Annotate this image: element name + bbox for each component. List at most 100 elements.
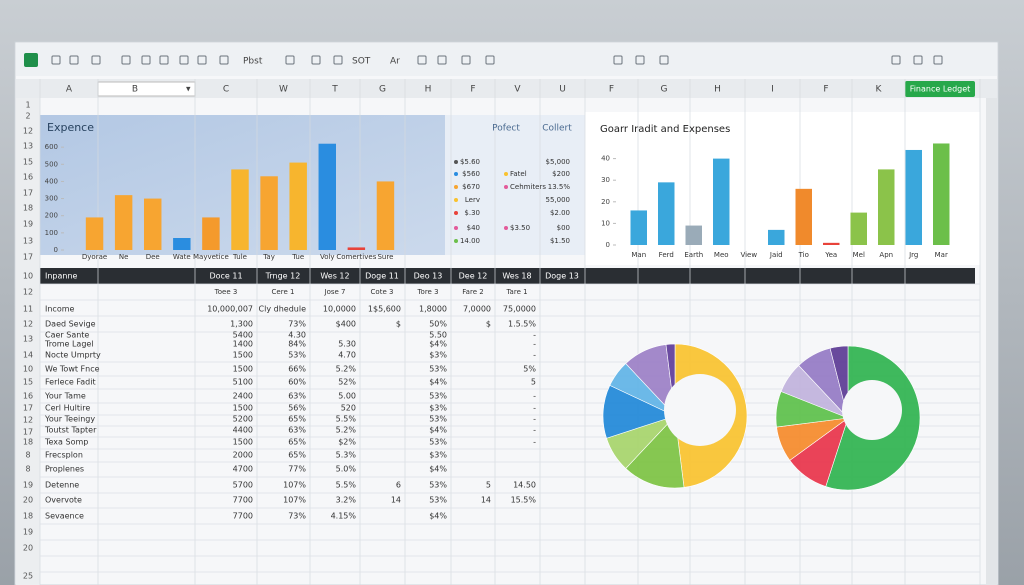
row-number: 17 [23, 428, 33, 437]
bar [630, 210, 647, 245]
name-box[interactable] [97, 81, 196, 97]
table-cell: - [533, 438, 536, 447]
row-label: Overvote [45, 496, 82, 505]
table-cell: 3.2% [336, 496, 357, 505]
row-number: 19 [23, 220, 33, 229]
toolbar-icon[interactable] [933, 55, 943, 65]
chart-title: Goarr Iradit and Expenses [600, 124, 730, 135]
x-tick-label: Earth [684, 251, 703, 259]
legend-dot [504, 226, 508, 230]
row-label: Toutst Tapter [44, 426, 97, 435]
row-number: 13 [23, 237, 33, 246]
toolbar-icon[interactable] [913, 55, 923, 65]
table-header-cell: Inpanne [45, 272, 78, 281]
y-tick-label: 100 [45, 229, 58, 237]
toolbar-icon[interactable] [635, 55, 645, 65]
toolbar-icon[interactable] [333, 55, 343, 65]
row-label: Proplenes [45, 465, 84, 474]
toolbar-icon[interactable] [121, 55, 131, 65]
table-cell: 14.50 [513, 481, 536, 490]
column-letter: F [823, 85, 828, 95]
table-header-cell: Doge 13 [545, 272, 579, 281]
toolbar-icon[interactable] [891, 55, 901, 65]
donut-hole [664, 374, 736, 446]
table-cell: 53% [429, 481, 447, 490]
y-tick-label: 400 [45, 177, 58, 185]
toolbar-label[interactable]: SOT [352, 57, 371, 67]
row-number: 17 [23, 189, 33, 198]
toolbar-icon[interactable] [141, 55, 151, 65]
table-header-cell: Trnge 12 [265, 272, 301, 281]
name-box-value[interactable]: B [132, 85, 138, 95]
table-cell: 5.5% [336, 415, 357, 424]
row-label: Sevaence [45, 512, 84, 521]
bar [933, 143, 950, 245]
column-letter: A [66, 85, 73, 95]
column-letter: K [876, 85, 883, 95]
bar [173, 238, 191, 250]
table-cell: 1500 [233, 365, 253, 374]
table-cell: 520 [341, 404, 356, 413]
y-tick-label: 600 [45, 143, 58, 151]
legend-value: Lerv [465, 196, 480, 204]
table-cell: $400 [336, 320, 356, 329]
bar [713, 158, 730, 245]
app-icon[interactable] [24, 53, 38, 67]
legend-dot [454, 198, 458, 202]
table-cell: $4% [429, 378, 447, 387]
table-cell: 56% [288, 404, 306, 413]
row-number: 10 [23, 365, 33, 374]
toolbar-icon[interactable] [417, 55, 427, 65]
table-cell: 5700 [233, 481, 253, 490]
x-tick-label: Man [631, 251, 646, 259]
toolbar-icon[interactable] [91, 55, 101, 65]
bar [114, 195, 133, 250]
toolbar-label[interactable]: Ar [390, 57, 400, 67]
toolbar-label[interactable]: Pbst [243, 57, 263, 67]
row-header-column [16, 98, 40, 585]
toolbar-icon[interactable] [197, 55, 207, 65]
toolbar-icon[interactable] [219, 55, 229, 65]
column-header-row [16, 79, 997, 98]
y-tick-label: 30 [601, 176, 610, 184]
table-cell: 50% [429, 320, 447, 329]
table-cell: 4.15% [331, 512, 357, 521]
x-tick-label: Mel [853, 251, 865, 259]
toolbar-icon[interactable] [285, 55, 295, 65]
row-number: 19 [23, 528, 33, 537]
x-tick-label: Meo [714, 251, 729, 259]
table-cell: 53% [429, 415, 447, 424]
bar [289, 162, 307, 250]
row-label: Nocte Umprty [45, 351, 101, 360]
y-tick-label: 10 [601, 219, 610, 227]
table-cell: 1500 [233, 438, 253, 447]
x-tick-label: Voly [320, 253, 335, 261]
row-label: We Towt Fnce [45, 365, 100, 374]
toolbar-icon[interactable] [311, 55, 321, 65]
row-number: 15 [23, 378, 33, 387]
toolbar-icon[interactable] [51, 55, 61, 65]
finance-ledger-button[interactable] [905, 81, 975, 97]
toolbar-icon[interactable] [613, 55, 623, 65]
button-label[interactable]: Finance Ledget [910, 85, 971, 94]
table-subheader-cell: Cere 1 [272, 288, 295, 296]
row-label: Caer Sante [45, 331, 89, 340]
table-cell: 53% [288, 351, 306, 360]
scrollbar[interactable] [986, 98, 997, 585]
table-cell: 53% [429, 496, 447, 505]
toolbar-icon[interactable] [159, 55, 169, 65]
toolbar-icon[interactable] [659, 55, 669, 65]
toolbar-icon[interactable] [437, 55, 447, 65]
toolbar-icon[interactable] [69, 55, 79, 65]
table-cell: $4% [429, 340, 447, 349]
toolbar-icon[interactable] [461, 55, 471, 65]
bar [376, 181, 395, 250]
x-tick-label: Dyorae [82, 253, 107, 261]
legend-dot [454, 160, 458, 164]
toolbar-icon[interactable] [179, 55, 189, 65]
x-tick-label: Jaid [769, 251, 783, 259]
row-number: 18 [23, 204, 33, 213]
table-cell: $ [396, 320, 401, 329]
toolbar-icon[interactable] [485, 55, 495, 65]
